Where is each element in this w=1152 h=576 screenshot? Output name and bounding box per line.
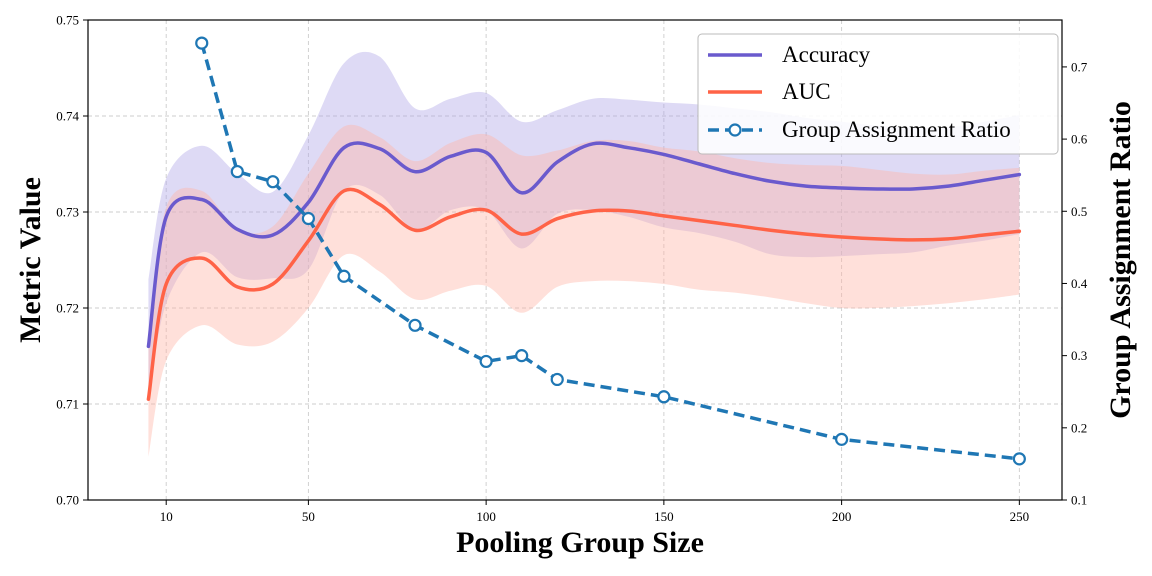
- point-group-assignment-ratio-8: [550, 372, 564, 387]
- point-group-assignment-ratio-3: [301, 211, 315, 226]
- line-group-assignment-ratio: [200, 42, 1020, 461]
- x-tick-label-0: 10: [160, 509, 173, 524]
- legend-label-auc: AUC: [782, 79, 831, 104]
- ratio-markers: [195, 36, 1026, 466]
- line-auc: [146, 187, 1022, 401]
- y-right-tick-label-3: 0.4: [1071, 276, 1088, 291]
- legend-label-accuracy: Accuracy: [782, 42, 871, 67]
- y-axis-title-right: Group Assignment Ratio: [1104, 101, 1137, 419]
- legend-marker-ratio: [728, 123, 742, 137]
- y-right-tick-label-2: 0.3: [1071, 348, 1087, 363]
- y-right-tick-label-4: 0.5: [1071, 204, 1087, 219]
- y-left-tick-label-0: 0.70: [56, 493, 79, 508]
- point-group-assignment-ratio-11: [1012, 452, 1026, 466]
- y-left-tick-label-1: 0.71: [56, 397, 79, 412]
- point-group-assignment-ratio-9: [657, 390, 671, 404]
- point-group-assignment-ratio-7: [515, 349, 529, 363]
- x-axis-title: Pooling Group Size: [456, 526, 704, 559]
- ticks: 10 50 100 150 200 250 0.70 0.71 0.72 0.73 0.74 0.75…: [56, 13, 1088, 525]
- x-tick-label-4: 200: [832, 509, 852, 524]
- y-left-tick-label-4: 0.74: [56, 109, 79, 124]
- legend-box: [697, 33, 1059, 155]
- point-group-assignment-ratio-4: [337, 269, 351, 283]
- point-group-assignment-ratio-5: [408, 318, 422, 332]
- line-accuracy: [146, 141, 1022, 349]
- y-right-tick-label-0: 0.1: [1071, 493, 1087, 508]
- point-group-assignment-ratio-2: [266, 175, 280, 189]
- legend: Accuracy AUC Group Assignment Ratio: [697, 33, 1059, 155]
- x-tick-label-3: 150: [654, 509, 674, 524]
- y-left-tick-label-5: 0.75: [56, 13, 79, 28]
- point-group-assignment-ratio-10: [835, 432, 849, 446]
- x-tick-label-1: 50: [302, 509, 315, 524]
- y-right-tick-label-6: 0.7: [1071, 59, 1088, 74]
- y-right-tick-label-5: 0.6: [1071, 132, 1088, 147]
- point-group-assignment-ratio-6: [479, 354, 493, 369]
- series-lines: [146, 42, 1022, 461]
- point-group-assignment-ratio-0: [195, 36, 209, 50]
- x-tick-label-5: 250: [1010, 509, 1030, 524]
- y-axis-title-left: Metric Value: [14, 177, 47, 343]
- y-left-tick-label-2: 0.72: [56, 301, 79, 316]
- y-right-tick-label-1: 0.2: [1071, 420, 1087, 435]
- band-auc: [148, 124, 1020, 457]
- plot-frame: [87, 19, 1063, 501]
- legend-label-ratio: Group Assignment Ratio: [782, 117, 1011, 142]
- x-tick-label-2: 100: [476, 509, 496, 524]
- point-group-assignment-ratio-1: [230, 164, 244, 179]
- y-left-tick-label-3: 0.73: [56, 205, 79, 220]
